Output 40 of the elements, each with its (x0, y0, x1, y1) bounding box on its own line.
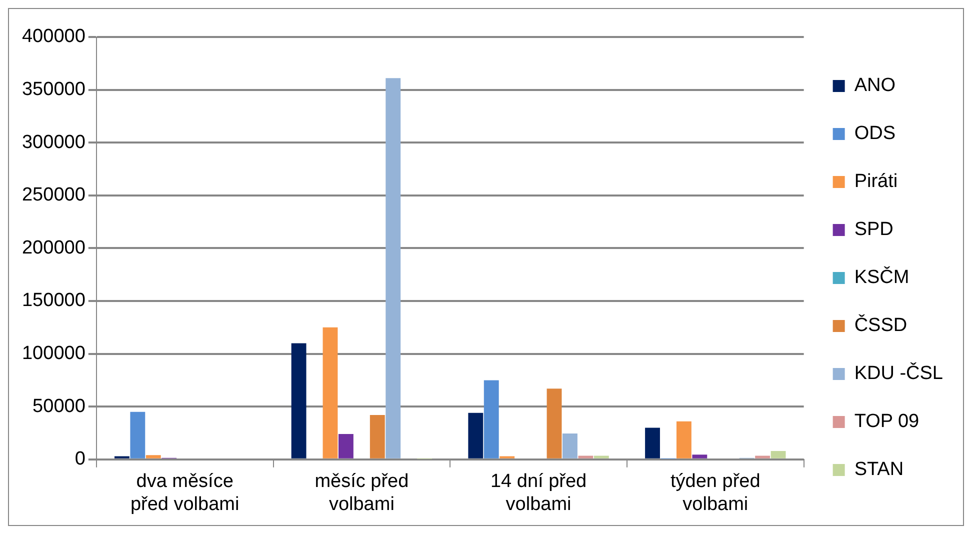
bar (130, 412, 146, 458)
bar (770, 450, 786, 458)
legend-label: KSČM (854, 266, 910, 288)
bar (755, 456, 770, 458)
y-tick-label: 300000 (22, 132, 86, 153)
bar (676, 421, 692, 458)
y-tick-label: 250000 (22, 184, 86, 206)
legend-label: SPD (854, 219, 894, 240)
bar (594, 456, 609, 458)
y-tick-label: 400000 (22, 26, 86, 48)
bar (484, 380, 499, 458)
legend-label: ANO (854, 75, 896, 96)
legend-label: KDU -ČSL (854, 362, 944, 384)
bar (386, 78, 401, 458)
bar (370, 415, 385, 458)
y-tick-label: 150000 (22, 290, 86, 312)
x-tick-label: dva měsíce před volbami (130, 471, 240, 515)
y-tick-label: 0 (74, 448, 86, 470)
x-tick-label: týden před volbami (670, 471, 760, 515)
y-tick-label: 200000 (22, 237, 86, 258)
bar (578, 456, 594, 458)
bar (692, 454, 708, 458)
legend-label: Piráti (854, 171, 898, 192)
bar (645, 428, 660, 458)
bar (338, 434, 354, 458)
legend-label: TOP 09 (854, 411, 920, 432)
bar (291, 343, 306, 458)
bar (546, 388, 562, 458)
bar (146, 455, 161, 458)
legend-label: ČSSD (854, 314, 908, 336)
y-tick-label: 100000 (22, 343, 86, 364)
bar (322, 327, 338, 458)
y-tick-label: 50000 (32, 396, 86, 417)
x-tick-label: měsíc před volbami (314, 471, 409, 515)
y-tick-label: 350000 (22, 79, 86, 100)
legend-label: STAN (854, 459, 904, 480)
legend-label: ODS (854, 123, 896, 144)
bar (562, 434, 578, 458)
bar (468, 412, 484, 458)
x-tick-label: 14 dní před volbami (490, 471, 587, 515)
